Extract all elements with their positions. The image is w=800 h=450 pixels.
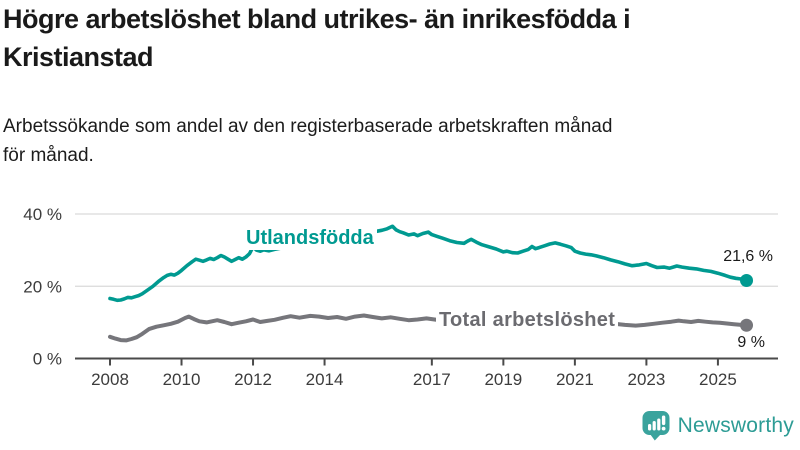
- gridlines: [75, 213, 778, 287]
- svg-text:2012: 2012: [234, 370, 272, 389]
- end-value-utlandsfodda: 21,6 %: [723, 248, 773, 265]
- series-label-utlandsfodda: Utlandsfödda: [243, 226, 377, 250]
- svg-text:2025: 2025: [699, 370, 737, 389]
- series-label-total-arbetsloshet: Total arbetslöshet: [436, 308, 619, 332]
- svg-text:2021: 2021: [556, 370, 594, 389]
- svg-text:2023: 2023: [627, 370, 665, 389]
- svg-text:2019: 2019: [484, 370, 522, 389]
- svg-text:40 %: 40 %: [23, 205, 62, 224]
- chart-subtitle: Arbetssökande som andel av den registerb…: [3, 116, 613, 166]
- svg-text:2017: 2017: [413, 370, 451, 389]
- chart-title: Högre arbetslöshet bland utrikes- än inr…: [3, 4, 631, 72]
- newsworthy-logo: Newsworthy: [642, 410, 794, 441]
- x-axis: [75, 357, 778, 366]
- svg-text:0 %: 0 %: [33, 350, 62, 369]
- series-end-dots: [740, 273, 754, 332]
- svg-text:2010: 2010: [163, 370, 201, 389]
- newsworthy-icon: [642, 411, 670, 441]
- svg-text:2014: 2014: [306, 370, 344, 389]
- end-value-total: 9 %: [737, 334, 765, 351]
- series-lines: [108, 224, 749, 343]
- newsworthy-wordmark: Newsworthy: [677, 413, 794, 437]
- svg-text:20 %: 20 %: [23, 277, 62, 296]
- axis-tick-labels: 0 % 20 % 40 % 2008 2010 2012 2014 2017 2019 2021 2…: [23, 205, 737, 389]
- svg-text:2008: 2008: [91, 370, 129, 389]
